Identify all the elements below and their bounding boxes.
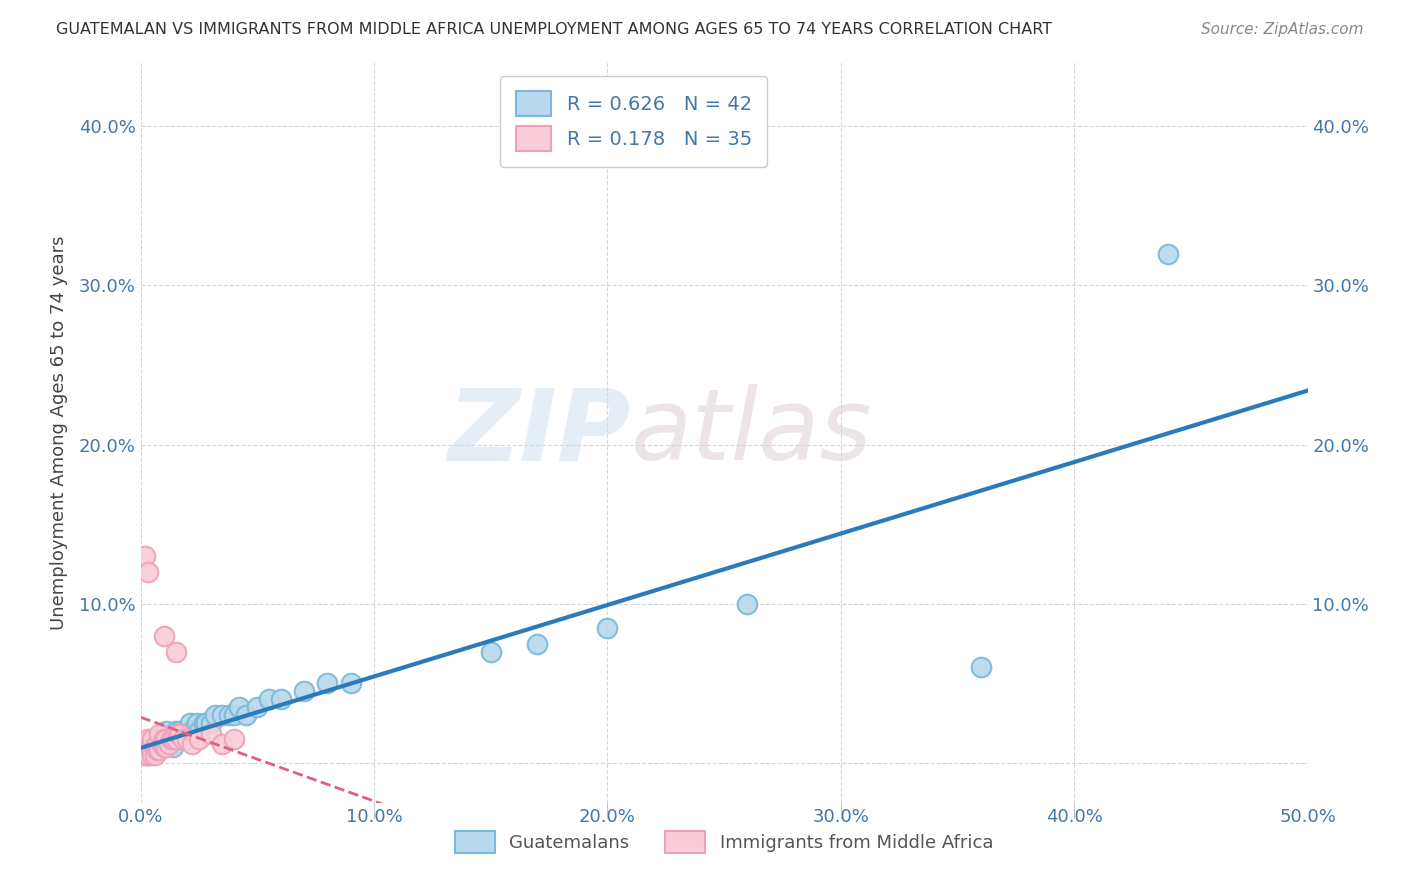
Point: [141, 747, 163, 762]
Point: [160, 732, 183, 747]
Point: [155, 740, 177, 755]
Point: [134, 549, 156, 563]
Point: [194, 716, 217, 731]
Point: [153, 629, 176, 643]
Point: [150, 737, 173, 751]
Point: [143, 747, 166, 762]
Point: [292, 684, 315, 698]
Point: [155, 724, 177, 739]
Point: [218, 708, 240, 723]
Point: [146, 743, 169, 757]
Point: [136, 747, 159, 762]
Point: [157, 732, 180, 747]
Point: [139, 740, 162, 755]
Point: [596, 621, 619, 635]
Point: [169, 724, 191, 739]
Text: GUATEMALAN VS IMMIGRANTS FROM MIDDLE AFRICA UNEMPLOYMENT AMONG AGES 65 TO 74 YEA: GUATEMALAN VS IMMIGRANTS FROM MIDDLE AFR…: [56, 22, 1052, 37]
Point: [136, 565, 159, 579]
Point: [162, 740, 184, 755]
Y-axis label: Unemployment Among Ages 65 to 74 years: Unemployment Among Ages 65 to 74 years: [49, 235, 67, 630]
Point: [246, 700, 269, 714]
Point: [181, 724, 204, 739]
Point: [316, 676, 339, 690]
Point: [176, 732, 198, 747]
Point: [222, 732, 245, 747]
Point: [235, 708, 257, 723]
Point: [165, 732, 187, 747]
Point: [222, 708, 245, 723]
Point: [148, 743, 170, 757]
Point: [160, 732, 183, 747]
Point: [136, 732, 159, 747]
Point: [153, 740, 176, 755]
Point: [143, 740, 166, 755]
Point: [146, 732, 169, 747]
Point: [132, 740, 155, 755]
Point: [181, 737, 204, 751]
Text: ZIP: ZIP: [447, 384, 631, 481]
Text: Source: ZipAtlas.com: Source: ZipAtlas.com: [1201, 22, 1364, 37]
Point: [211, 737, 233, 751]
Point: [211, 708, 233, 723]
Point: [153, 732, 176, 747]
Point: [188, 724, 211, 739]
Point: [526, 637, 548, 651]
Point: [167, 727, 190, 741]
Point: [204, 708, 226, 723]
Point: [136, 747, 159, 762]
Legend: Guatemalans, Immigrants from Middle Africa: Guatemalans, Immigrants from Middle Afri…: [449, 824, 1000, 861]
Point: [134, 747, 156, 762]
Point: [167, 732, 190, 747]
Point: [150, 740, 173, 755]
Point: [737, 597, 759, 611]
Point: [141, 740, 163, 755]
Point: [141, 732, 163, 747]
Point: [165, 644, 187, 658]
Point: [970, 660, 993, 674]
Point: [200, 727, 222, 741]
Point: [157, 737, 180, 751]
Point: [270, 692, 292, 706]
Point: [176, 724, 198, 739]
Point: [200, 716, 222, 731]
Point: [146, 737, 169, 751]
Point: [1156, 246, 1178, 260]
Point: [134, 740, 156, 755]
Point: [188, 732, 211, 747]
Point: [186, 716, 208, 731]
Point: [479, 644, 502, 658]
Point: [179, 716, 201, 731]
Point: [153, 732, 176, 747]
Point: [228, 700, 250, 714]
Point: [172, 732, 194, 747]
Point: [162, 732, 184, 747]
Point: [257, 692, 280, 706]
Point: [169, 727, 191, 741]
Point: [155, 732, 177, 747]
Point: [339, 676, 361, 690]
Point: [193, 716, 215, 731]
Point: [148, 727, 170, 741]
Text: atlas: atlas: [631, 384, 872, 481]
Point: [165, 724, 187, 739]
Point: [172, 732, 194, 747]
Point: [148, 740, 170, 755]
Point: [143, 740, 166, 755]
